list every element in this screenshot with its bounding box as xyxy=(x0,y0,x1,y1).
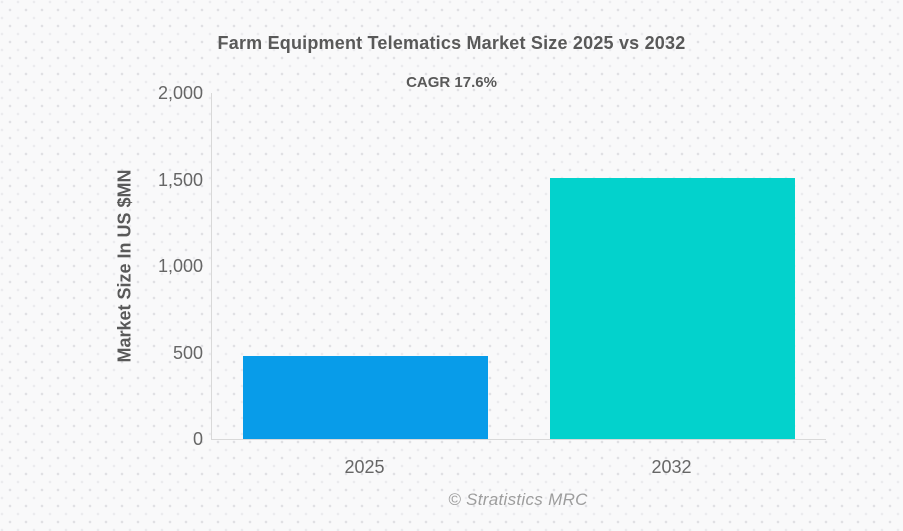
source-attribution: © Stratistics MRC xyxy=(448,490,588,509)
x-tick-2032: 2032 xyxy=(651,457,692,477)
x-axis-tick-labels: 2025 2032 xyxy=(211,457,825,477)
chart-title: Farm Equipment Telematics Market Size 20… xyxy=(217,33,686,53)
chart-subtitle-cagr: CAGR 17.6% xyxy=(406,74,497,91)
plot-area xyxy=(211,93,826,440)
y-tick-1000: 1,000 xyxy=(157,256,203,276)
y-tick-0: 0 xyxy=(192,429,203,449)
bar-2032 xyxy=(550,177,795,439)
y-axis-tick-labels: 0 500 1,000 1,500 2,000 xyxy=(0,84,203,448)
y-tick-1500: 1,500 xyxy=(157,169,203,190)
bar-2025 xyxy=(243,355,488,439)
y-tick-500: 500 xyxy=(172,342,203,363)
y-tick-2000: 2,000 xyxy=(157,83,203,103)
x-tick-2025: 2025 xyxy=(344,457,385,477)
